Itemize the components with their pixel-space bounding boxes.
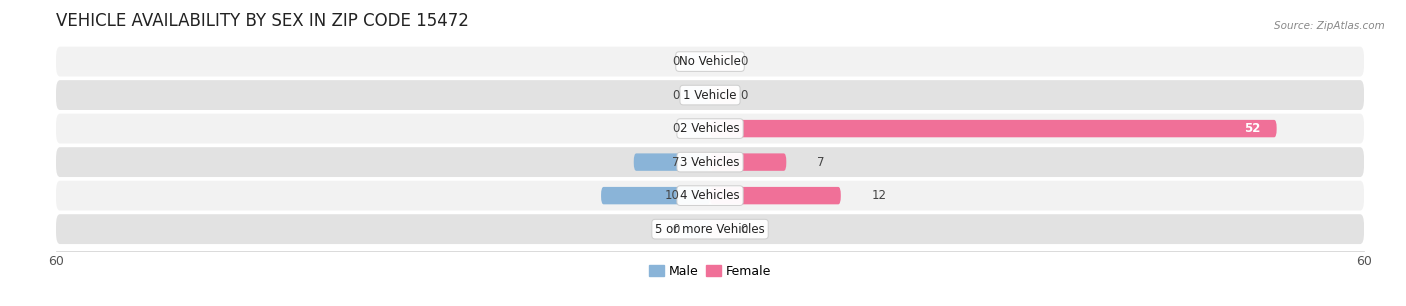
FancyBboxPatch shape <box>683 120 710 137</box>
FancyBboxPatch shape <box>683 53 710 70</box>
Legend: Male, Female: Male, Female <box>644 260 776 283</box>
Text: 0: 0 <box>741 55 748 68</box>
FancyBboxPatch shape <box>683 86 710 104</box>
FancyBboxPatch shape <box>56 214 1364 244</box>
FancyBboxPatch shape <box>710 153 786 171</box>
FancyBboxPatch shape <box>634 153 710 171</box>
Text: 5 or more Vehicles: 5 or more Vehicles <box>655 223 765 236</box>
Text: 0: 0 <box>672 223 679 236</box>
FancyBboxPatch shape <box>56 147 1364 177</box>
FancyBboxPatch shape <box>710 220 737 238</box>
Text: 0: 0 <box>741 88 748 102</box>
Text: 1 Vehicle: 1 Vehicle <box>683 88 737 102</box>
Text: 3 Vehicles: 3 Vehicles <box>681 156 740 169</box>
FancyBboxPatch shape <box>710 187 841 204</box>
FancyBboxPatch shape <box>683 220 710 238</box>
FancyBboxPatch shape <box>56 114 1364 144</box>
FancyBboxPatch shape <box>710 120 1277 137</box>
Text: No Vehicle: No Vehicle <box>679 55 741 68</box>
Text: VEHICLE AVAILABILITY BY SEX IN ZIP CODE 15472: VEHICLE AVAILABILITY BY SEX IN ZIP CODE … <box>56 12 470 30</box>
Text: 7: 7 <box>672 156 679 169</box>
Text: 0: 0 <box>672 55 679 68</box>
Text: 4 Vehicles: 4 Vehicles <box>681 189 740 202</box>
Text: Source: ZipAtlas.com: Source: ZipAtlas.com <box>1274 21 1385 32</box>
FancyBboxPatch shape <box>56 181 1364 211</box>
FancyBboxPatch shape <box>710 86 737 104</box>
Text: 52: 52 <box>1244 122 1260 135</box>
FancyBboxPatch shape <box>56 47 1364 76</box>
FancyBboxPatch shape <box>56 80 1364 110</box>
Text: 0: 0 <box>672 88 679 102</box>
Text: 0: 0 <box>741 223 748 236</box>
FancyBboxPatch shape <box>710 53 737 70</box>
Text: 2 Vehicles: 2 Vehicles <box>681 122 740 135</box>
Text: 7: 7 <box>817 156 824 169</box>
Text: 10: 10 <box>665 189 679 202</box>
FancyBboxPatch shape <box>602 187 710 204</box>
Text: 0: 0 <box>672 122 679 135</box>
Text: 12: 12 <box>872 189 886 202</box>
